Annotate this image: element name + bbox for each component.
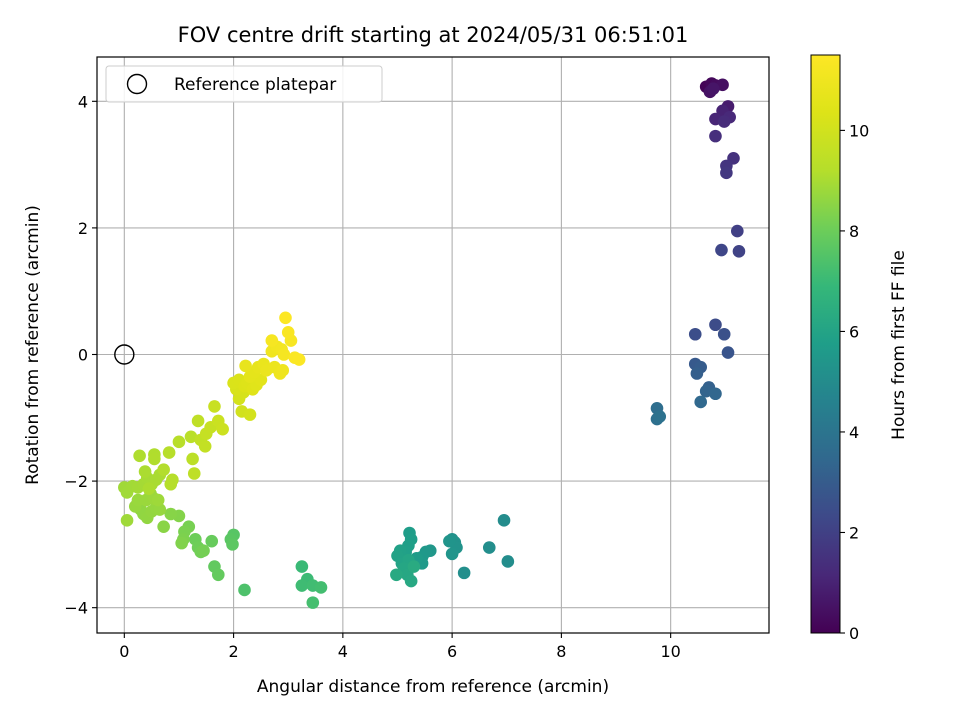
data-point <box>265 334 279 347</box>
data-point <box>501 555 515 568</box>
reference-platepar-marker <box>114 344 135 365</box>
data-point <box>216 422 229 436</box>
x-tick-label: 0 <box>119 642 129 661</box>
data-point <box>162 446 176 459</box>
colorbar-tick-label: 8 <box>849 222 859 241</box>
y-tick-label: −4 <box>64 599 88 618</box>
data-point <box>281 326 295 339</box>
data-point <box>292 353 306 366</box>
y-tick-label: 2 <box>78 219 88 238</box>
grid-lines <box>97 57 769 633</box>
data-point <box>715 243 728 257</box>
y-tick-label: −2 <box>64 472 88 491</box>
data-point <box>197 544 210 558</box>
data-point <box>720 166 733 180</box>
data-point <box>120 514 134 527</box>
colorbar <box>810 54 841 634</box>
data-point <box>191 414 205 428</box>
data-point <box>709 318 722 332</box>
x-tick-label: 6 <box>447 642 457 661</box>
legend-entry-reference: Reference platepar <box>174 75 336 95</box>
plot-frame <box>96 56 770 634</box>
data-point <box>482 541 496 554</box>
data-point <box>205 534 219 548</box>
data-point <box>157 463 170 476</box>
colorbar-ticks: 0 2 4 6 8 10 <box>840 121 869 643</box>
data-point <box>164 507 178 521</box>
data-point <box>211 568 225 582</box>
data-point <box>295 560 309 573</box>
data-point <box>187 467 201 480</box>
data-point <box>457 566 471 580</box>
x-tick-label: 4 <box>338 642 348 661</box>
data-point <box>186 452 199 466</box>
legend-reference-marker <box>126 73 148 95</box>
data-point <box>731 224 744 238</box>
colorbar-tick-label: 6 <box>849 322 859 341</box>
data-point <box>314 581 328 594</box>
legend-box <box>105 65 383 103</box>
data-point <box>407 560 421 573</box>
data-point <box>133 449 146 463</box>
colorbar-tick-label: 10 <box>849 121 869 140</box>
colorbar-title: Hours from first FF file <box>889 250 909 440</box>
data-point <box>153 503 167 516</box>
data-point <box>709 387 722 401</box>
data-point <box>694 395 708 409</box>
data-point <box>198 439 212 453</box>
data-point <box>166 473 179 487</box>
data-point <box>688 327 702 341</box>
colorbar-tick-label: 4 <box>849 423 859 442</box>
x-tick-label: 8 <box>556 642 566 661</box>
data-point <box>717 327 731 341</box>
y-axis-ticks: −4 −2 0 2 4 <box>64 92 97 618</box>
data-point <box>243 408 257 421</box>
data-point <box>732 245 746 258</box>
x-axis-title: Angular distance from reference (arcmin) <box>257 677 609 697</box>
data-point <box>717 115 731 128</box>
data-point <box>157 520 170 533</box>
colorbar-tick-label: 2 <box>849 523 859 542</box>
data-point <box>226 538 239 551</box>
data-point <box>239 359 252 373</box>
data-point <box>208 400 221 413</box>
data-point <box>390 568 403 582</box>
data-point <box>279 311 292 325</box>
data-point <box>148 452 161 466</box>
x-axis-ticks: 0 2 4 6 8 10 <box>119 633 681 661</box>
y-tick-label: 4 <box>78 92 88 111</box>
data-point <box>277 348 291 361</box>
data-point <box>404 574 418 588</box>
y-tick-label: 0 <box>78 345 88 364</box>
data-point <box>276 364 290 377</box>
data-point <box>653 410 667 423</box>
data-point <box>443 534 456 548</box>
data-points <box>118 77 746 609</box>
data-point <box>721 346 735 359</box>
data-point <box>445 547 459 561</box>
data-point <box>497 514 511 527</box>
x-tick-label: 2 <box>228 642 238 661</box>
data-point <box>175 536 188 550</box>
colorbar-tick-label: 0 <box>849 624 859 643</box>
data-point <box>706 82 720 95</box>
y-axis-title: Rotation from reference (arcmin) <box>23 205 43 485</box>
data-point <box>151 493 165 507</box>
data-point <box>142 482 156 495</box>
data-point <box>172 435 186 449</box>
data-point <box>138 465 152 478</box>
data-point <box>295 579 309 592</box>
data-point <box>184 430 198 444</box>
data-point <box>709 129 722 143</box>
data-point <box>690 367 704 380</box>
x-tick-label: 10 <box>660 642 680 661</box>
chart-title: FOV centre drift starting at 2024/05/31 … <box>178 23 689 47</box>
data-point <box>238 583 251 597</box>
legend: Reference platepar <box>105 65 383 103</box>
data-point <box>306 596 320 609</box>
reference-marker-group <box>114 344 135 365</box>
